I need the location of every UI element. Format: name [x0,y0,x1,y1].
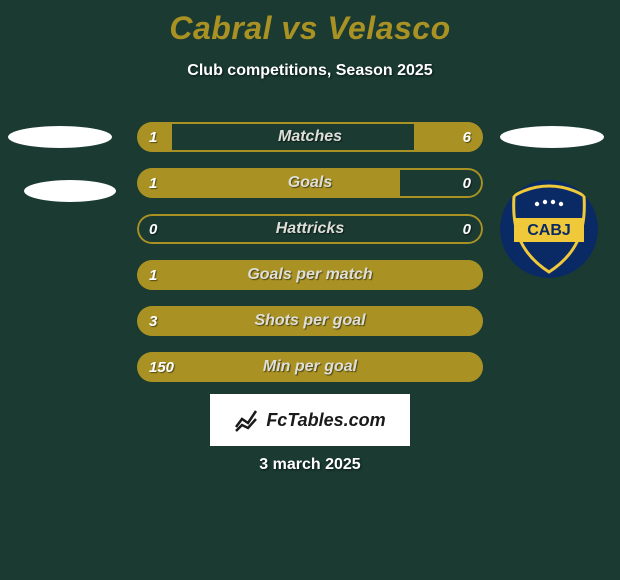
stat-row-right-value: 6 [463,122,471,152]
stat-row: Min per goal150 [137,352,483,382]
stat-row-right-value: 0 [463,168,471,198]
stat-row-label: Matches [137,122,483,152]
stat-row: Matches1 6 [137,122,483,152]
stat-row-right-value: 0 [463,214,471,244]
comparison-chart: Matches16Goals10Hattricks00Goals per mat… [137,122,483,398]
stat-row-label: Goals [137,168,483,198]
stat-row: Goals per match1 [137,260,483,290]
stat-row: Shots per goal3 [137,306,483,336]
stat-row-left-value: 0 [149,214,157,244]
right-placeholder-ellipse [500,126,604,148]
stat-row-label: Shots per goal [137,306,483,336]
stat-row-label: Min per goal [137,352,483,382]
chart-icon [234,407,260,433]
left-placeholder-ellipse-1 [8,126,112,148]
watermark-text: FcTables.com [266,410,385,431]
left-placeholder-ellipse-2 [24,180,116,202]
stat-row-left-value: 1 [149,168,157,198]
subtitle: Club competitions, Season 2025 [0,62,620,80]
stat-row-left-value: 1 [149,122,157,152]
svg-text:CABJ: CABJ [527,222,571,239]
stat-row: Hattricks0 0 [137,214,483,244]
stat-row-label: Goals per match [137,260,483,290]
fctables-watermark: FcTables.com [210,394,410,446]
page-title: Cabral vs Velasco [0,10,620,47]
infographic-date: 3 march 2025 [0,456,620,474]
stat-row-left-value: 1 [149,260,157,290]
stat-row: Goals1 0 [137,168,483,198]
stat-row-label: Hattricks [137,214,483,244]
stat-row-left-value: 3 [149,306,157,336]
club-crest-cabj: CABJ [500,180,598,278]
stat-row-left-value: 150 [149,352,174,382]
